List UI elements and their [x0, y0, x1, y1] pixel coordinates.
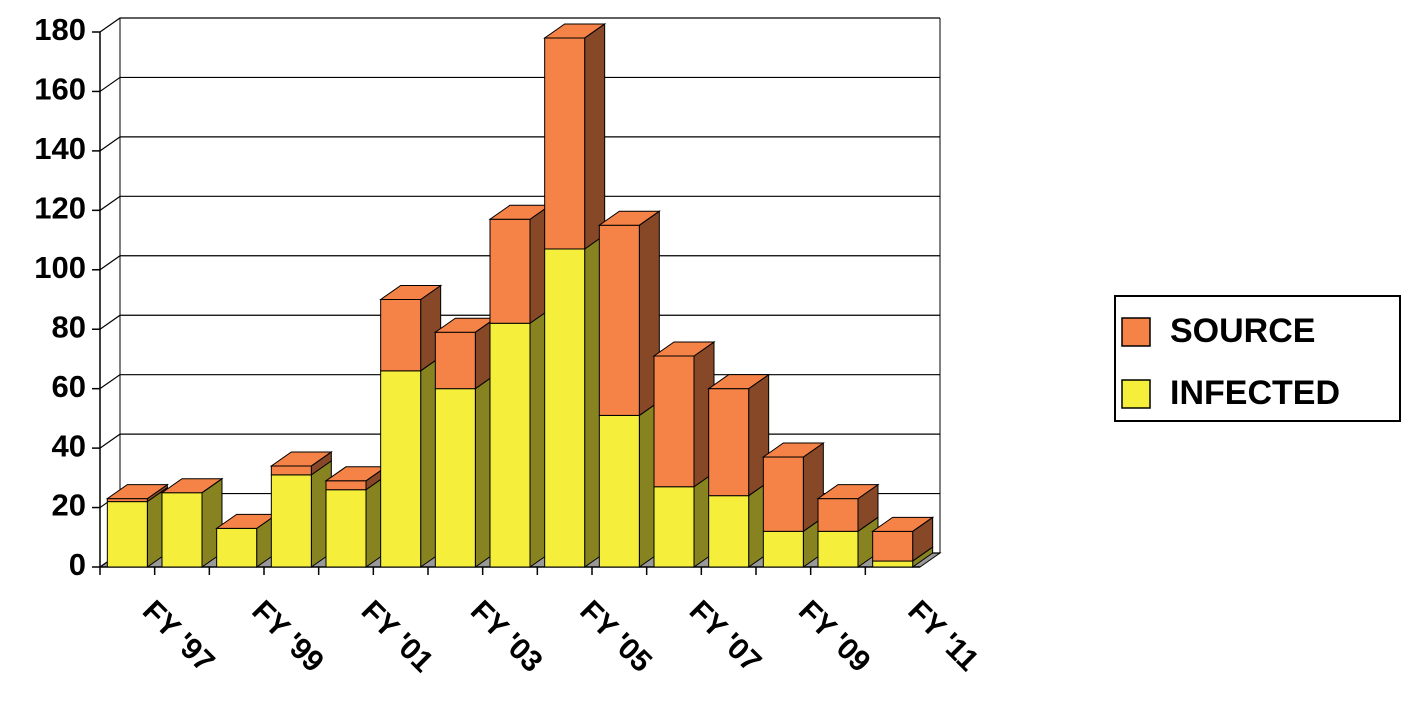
bar-top [543, 23, 607, 39]
bar [872, 530, 914, 562]
bar [872, 560, 914, 568]
bar [325, 480, 367, 491]
bar-top [707, 374, 771, 390]
x-tick-label: FY '01 [355, 594, 440, 679]
grid-line [99, 76, 940, 92]
bar [598, 224, 640, 416]
legend-swatch [1121, 317, 1151, 347]
y-tick-label: 100 [34, 250, 86, 285]
bar [708, 388, 750, 497]
y-tick-label: 180 [34, 12, 86, 47]
bar [216, 527, 258, 568]
bar-top [160, 478, 224, 494]
grid-line [99, 195, 940, 211]
bar [325, 489, 367, 568]
y-tick-label: 60 [52, 369, 86, 404]
bar-top [761, 442, 825, 458]
grid-line [99, 17, 940, 33]
grid-line [99, 136, 940, 152]
bar [434, 331, 476, 390]
x-tick-label: FY '05 [573, 594, 658, 679]
bar [161, 492, 203, 568]
bar [708, 495, 750, 568]
grid-line [99, 255, 940, 271]
x-tick-label: FY '03 [464, 594, 549, 679]
y-tick-label: 160 [34, 72, 86, 107]
bar [817, 498, 859, 532]
bar [653, 486, 695, 568]
bar [106, 501, 148, 568]
bar-top [379, 285, 443, 300]
legend-label: SOURCE [1170, 312, 1315, 350]
bar [270, 474, 312, 568]
x-tick-label: FY '07 [683, 594, 768, 679]
bar-top [652, 341, 716, 357]
legend-label: INFECTED [1170, 374, 1340, 412]
bar-top [816, 484, 880, 500]
bar [489, 322, 531, 568]
y-tick-label: 40 [52, 428, 86, 463]
bar [598, 414, 640, 568]
bar [380, 299, 422, 372]
bar [817, 530, 859, 568]
x-tick-label: FY '11 [901, 594, 984, 677]
bar-top [269, 451, 333, 467]
y-tick-label: 20 [52, 488, 86, 523]
y-tick-label: 0 [69, 547, 86, 582]
bar [544, 248, 586, 568]
bar [762, 456, 804, 532]
bar [270, 465, 312, 476]
bar [762, 530, 804, 568]
grid-line [99, 314, 940, 330]
x-tick-label: FY '09 [792, 594, 877, 679]
bar [434, 388, 476, 568]
legend-box [1114, 295, 1401, 422]
x-tick-label: FY '97 [136, 594, 221, 679]
bar-top [871, 516, 935, 532]
bar [544, 37, 586, 250]
bar-top [597, 210, 661, 226]
x-tick-label: FY '99 [245, 594, 330, 679]
y-tick-label: 140 [34, 131, 86, 166]
bar-top [105, 484, 169, 500]
y-tick-label: 120 [34, 191, 86, 226]
bar [489, 218, 531, 324]
bar [380, 370, 422, 568]
bar-side [584, 22, 606, 250]
bar [653, 355, 695, 488]
y-tick-label: 80 [52, 309, 86, 344]
legend-swatch [1121, 379, 1151, 409]
